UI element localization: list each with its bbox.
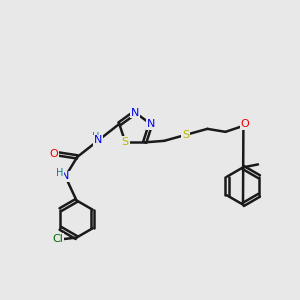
Text: N: N: [61, 171, 70, 182]
Text: N: N: [131, 107, 139, 118]
Text: S: S: [122, 137, 129, 147]
Text: O: O: [50, 149, 58, 159]
Text: N: N: [146, 119, 155, 129]
Text: O: O: [241, 119, 249, 129]
Text: H: H: [92, 132, 99, 142]
Text: N: N: [94, 135, 103, 146]
Text: H: H: [56, 168, 63, 178]
Text: S: S: [182, 130, 189, 140]
Text: Cl: Cl: [52, 234, 63, 244]
